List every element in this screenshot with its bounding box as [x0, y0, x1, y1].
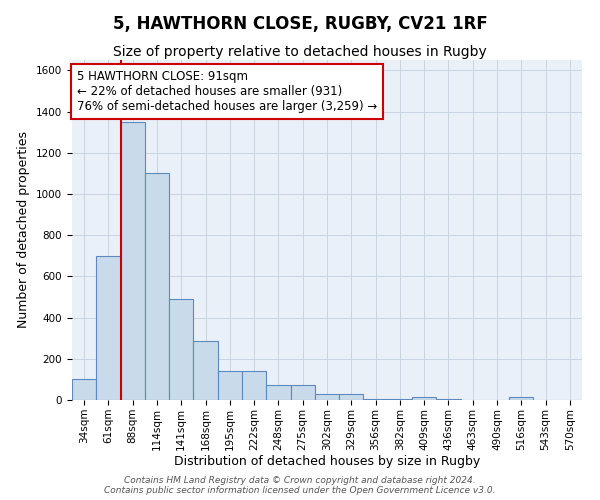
Y-axis label: Number of detached properties: Number of detached properties	[17, 132, 31, 328]
Bar	[193, 342, 218, 400]
Bar	[96, 256, 121, 400]
Bar	[242, 371, 266, 400]
Bar	[121, 122, 145, 400]
Bar	[290, 384, 315, 400]
Bar	[509, 397, 533, 400]
Bar	[145, 174, 169, 400]
Bar	[218, 371, 242, 400]
Bar	[364, 399, 388, 400]
Bar	[339, 394, 364, 400]
Bar	[315, 394, 339, 400]
Bar	[436, 399, 461, 400]
Bar	[412, 397, 436, 400]
X-axis label: Distribution of detached houses by size in Rugby: Distribution of detached houses by size …	[174, 456, 480, 468]
Text: Size of property relative to detached houses in Rugby: Size of property relative to detached ho…	[113, 45, 487, 59]
Bar	[388, 399, 412, 400]
Text: Contains HM Land Registry data © Crown copyright and database right 2024.
Contai: Contains HM Land Registry data © Crown c…	[104, 476, 496, 495]
Bar	[266, 384, 290, 400]
Text: 5, HAWTHORN CLOSE, RUGBY, CV21 1RF: 5, HAWTHORN CLOSE, RUGBY, CV21 1RF	[113, 15, 487, 33]
Text: 5 HAWTHORN CLOSE: 91sqm
← 22% of detached houses are smaller (931)
76% of semi-d: 5 HAWTHORN CLOSE: 91sqm ← 22% of detache…	[77, 70, 377, 113]
Bar	[72, 380, 96, 400]
Bar	[169, 299, 193, 400]
